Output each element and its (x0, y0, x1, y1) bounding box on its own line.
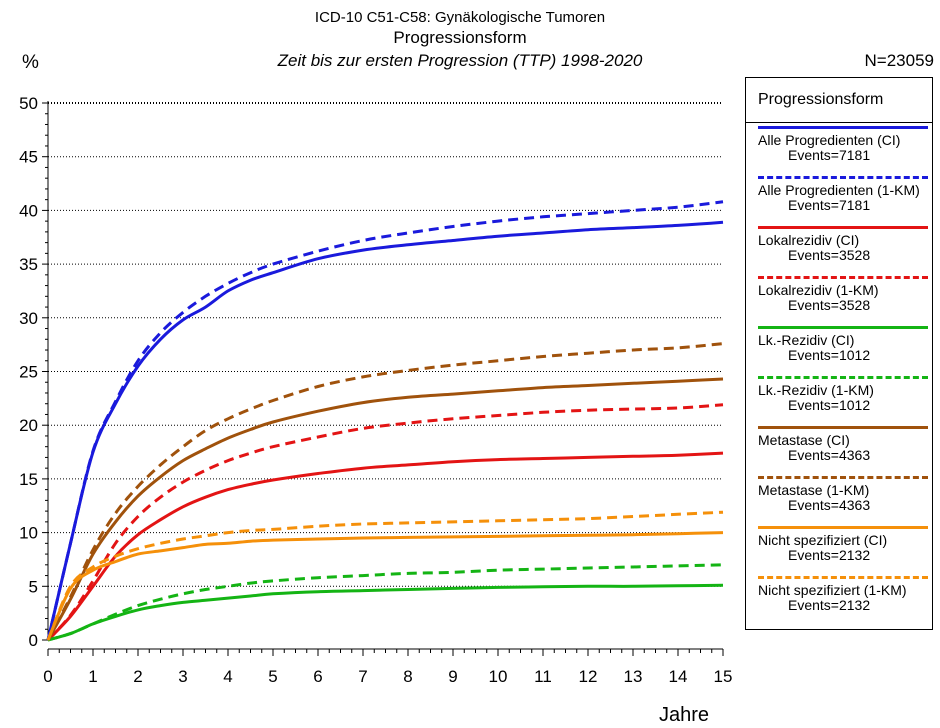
x-tick-label: 13 (624, 667, 643, 686)
x-axis-label: Jahre (659, 704, 710, 726)
x-tick-label: 1 (88, 667, 97, 686)
series-line (46, 451, 724, 642)
y-tick-label: 5 (29, 577, 38, 596)
legend-item: Lokalrezidiv (1-KM) Events=3528 (746, 273, 932, 323)
series-line (47, 583, 724, 642)
y-tick-label: 45 (19, 148, 38, 167)
legend-events: Events=2132 (788, 597, 871, 613)
chart-title: Progressionsform (393, 28, 527, 47)
series-line (46, 377, 724, 641)
x-tick-label: 12 (579, 667, 598, 686)
x-tick-label: 15 (714, 667, 733, 686)
x-tick-label: 8 (403, 667, 412, 686)
legend-label: Alle Progredienten (CI) (758, 132, 901, 148)
series-line (46, 403, 724, 642)
legend-label: Lokalrezidiv (CI) (758, 232, 860, 248)
legend-events: Events=1012 (788, 347, 871, 363)
legend-events: Events=4363 (788, 497, 871, 513)
legend-label: Metastase (1-KM) (758, 482, 870, 498)
legend-label: Lk.-Rezidiv (CI) (758, 332, 855, 348)
sample-size-label: N=23059 (864, 51, 934, 70)
legend-swatch (758, 226, 928, 229)
legend-swatch (758, 126, 928, 129)
legend-item: Alle Progredienten (CI) Events=7181 (746, 123, 932, 173)
legend-label: Nicht spezifiziert (CI) (758, 532, 888, 548)
series-line (46, 531, 724, 641)
legend-swatch (758, 326, 928, 329)
legend-events: Events=3528 (788, 297, 871, 313)
y-tick-label: 30 (19, 309, 38, 328)
x-tick-label: 11 (534, 667, 552, 686)
x-tick-label: 4 (223, 667, 232, 686)
x-tick-label: 9 (448, 667, 457, 686)
title-line-1: ICD-10 C51-C58: Gynäkologische Tumoren (314, 9, 606, 26)
legend-label: Nicht spezifiziert (1-KM) (758, 582, 907, 598)
x-tick-label: 3 (178, 667, 187, 686)
legend-items: Alle Progredienten (CI) Events=7181 Alle P… (746, 123, 932, 623)
y-tick-label: 0 (29, 631, 38, 650)
y-tick-label: 10 (19, 524, 38, 543)
x-tick-label: 5 (268, 667, 277, 686)
series-line (46, 220, 724, 641)
y-axis-label: % (22, 52, 39, 73)
legend-events: Events=4363 (788, 447, 871, 463)
legend-item: Alle Progredienten (1-KM) Events=7181 (746, 173, 932, 223)
y-tick-label: 40 (19, 201, 38, 220)
legend-events: Events=3528 (788, 247, 871, 263)
chart-subtitle: Zeit bis zur ersten Progression (TTP) 19… (277, 51, 643, 70)
x-tick-label: 10 (489, 667, 508, 686)
legend-swatch (758, 476, 928, 479)
legend-label: Lokalrezidiv (1-KM) (758, 282, 879, 298)
legend-item: Nicht spezifiziert (CI) Events=2132 (746, 523, 932, 573)
legend-label: Alle Progredienten (1-KM) (758, 182, 920, 198)
legend-item: Lk.-Rezidiv (CI) Events=1012 (746, 323, 932, 373)
series-line (46, 200, 724, 641)
x-tick-label: 6 (313, 667, 322, 686)
y-tick-label: 20 (19, 416, 38, 435)
legend-swatch (758, 376, 928, 379)
legend-label: Lk.-Rezidiv (1-KM) (758, 382, 874, 398)
legend-item: Metastase (CI) Events=4363 (746, 423, 932, 473)
legend-events: Events=7181 (788, 147, 871, 163)
legend-events: Events=7181 (788, 197, 871, 213)
series-line (46, 510, 724, 641)
legend-item: Nicht spezifiziert (1-KM) Events=2132 (746, 573, 932, 623)
x-tick-label: 14 (669, 667, 688, 686)
y-tick-label: 25 (19, 363, 38, 382)
legend-label: Metastase (CI) (758, 432, 850, 448)
legend-events: Events=1012 (788, 397, 871, 413)
y-tick-label: 50 (19, 94, 38, 113)
series-line (47, 563, 724, 642)
legend-swatch (758, 526, 928, 529)
y-tick-label: 35 (19, 255, 38, 274)
x-tick-label: 2 (133, 667, 142, 686)
legend-swatch (758, 426, 928, 429)
legend-swatch (758, 276, 928, 279)
series-line (46, 342, 724, 641)
legend-events: Events=2132 (788, 547, 871, 563)
y-tick-label: 15 (19, 470, 38, 489)
legend: Progressionsform Alle Progredienten (CI)… (745, 77, 933, 630)
x-tick-label: 7 (358, 667, 367, 686)
x-tick-label: 0 (43, 667, 52, 686)
legend-title: Progressionsform (746, 78, 932, 123)
legend-swatch (758, 576, 928, 579)
legend-item: Lk.-Rezidiv (1-KM) Events=1012 (746, 373, 932, 423)
legend-swatch (758, 176, 928, 179)
legend-item: Metastase (1-KM) Events=4363 (746, 473, 932, 523)
legend-item: Lokalrezidiv (CI) Events=3528 (746, 223, 932, 273)
